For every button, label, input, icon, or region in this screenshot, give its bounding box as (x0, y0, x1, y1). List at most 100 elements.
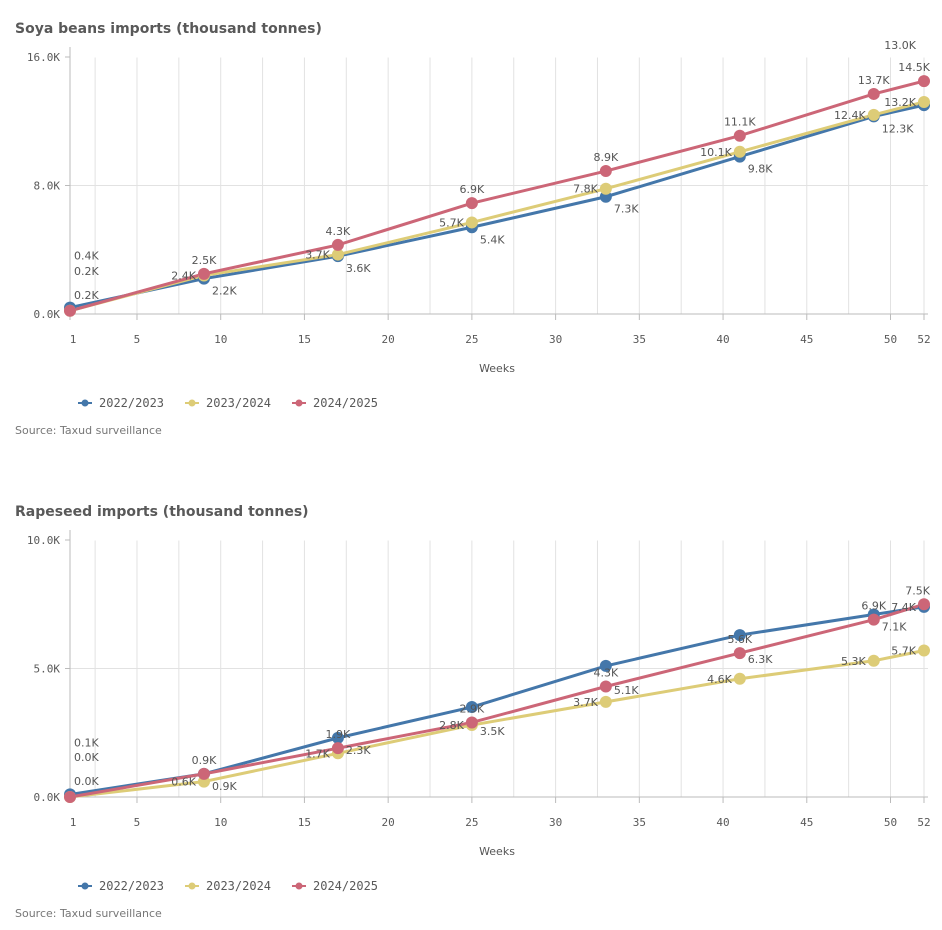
data-point (867, 108, 880, 121)
data-point (331, 248, 344, 261)
y-tick-label: 5.0K (34, 663, 61, 676)
data-label: 12.3K (882, 122, 914, 135)
data-label: 2.9K (460, 702, 485, 715)
data-point (64, 791, 76, 803)
legend-marker (295, 399, 303, 407)
data-label: 14.5K (898, 61, 930, 74)
data-label: 3.7K (305, 249, 330, 262)
y-tick-label: 8.0K (34, 180, 61, 193)
data-label: 6.9K (460, 183, 485, 196)
data-label: 3.5K (480, 725, 505, 738)
data-point (867, 613, 880, 626)
legend-marker (81, 399, 89, 407)
legend-marker (295, 882, 303, 890)
legend-item: 2024/2025 (313, 879, 378, 893)
x-tick-label: 5 (134, 816, 141, 829)
data-label: 7.3K (614, 203, 639, 216)
data-point (197, 267, 210, 280)
data-point (465, 716, 478, 729)
data-point (599, 680, 612, 693)
data-label: 6.9K (861, 600, 886, 613)
data-label: 0.6K (171, 776, 196, 789)
data-label: 2.5K (192, 254, 217, 267)
legend-item: 2024/2025 (313, 396, 378, 410)
data-label: 11.1K (724, 116, 756, 129)
x-tick-label: 45 (800, 816, 813, 829)
data-label: 4.3K (593, 666, 618, 679)
series-line-2022/2023 (69, 605, 925, 796)
x-tick-label: 40 (716, 333, 729, 346)
data-point (465, 701, 478, 714)
data-label: 0.4K (74, 250, 99, 263)
data-label: 0.1K (74, 736, 99, 749)
series-line-2022/2023 (69, 103, 925, 310)
source-soya: Source: Taxud surveillance (15, 424, 162, 437)
x-tick-label: 30 (549, 816, 562, 829)
chart-title-soya: Soya beans imports (thousand tonnes) (15, 21, 322, 37)
x-tick-label: 45 (800, 333, 813, 346)
legend-item: 2023/2024 (206, 879, 271, 893)
series-line-2024/2025 (69, 602, 925, 799)
data-label: 5.6K (727, 633, 752, 646)
data-point (867, 654, 880, 667)
x-tick-label: 1 (70, 816, 77, 829)
data-point (465, 216, 478, 229)
x-tick-label: 20 (382, 816, 395, 829)
data-label: 13.0K (884, 39, 916, 52)
data-label: 0.9K (192, 754, 217, 767)
data-point (197, 767, 210, 780)
series-line-2024/2025 (69, 79, 925, 313)
data-label: 13.2K (884, 96, 916, 109)
x-tick-label: 40 (716, 816, 729, 829)
data-label: 4.3K (326, 225, 351, 238)
data-point (599, 182, 612, 195)
x-tick-label: 10 (214, 333, 227, 346)
x-tick-label: 35 (633, 333, 646, 346)
data-label: 2.4K (171, 269, 196, 282)
data-point (465, 197, 478, 210)
x-tick-label: 35 (633, 816, 646, 829)
data-point (733, 629, 746, 642)
data-point (599, 165, 612, 178)
legend-marker (81, 882, 89, 890)
legend-item: 2023/2024 (206, 396, 271, 410)
data-point (733, 129, 746, 142)
y-tick-label: 10.0K (27, 534, 60, 547)
data-label: 0.0K (74, 775, 99, 788)
x-axis-title: Weeks (479, 845, 515, 858)
data-label: 7.1K (882, 621, 907, 634)
data-label: 5.7K (439, 216, 464, 229)
data-label: 3.7K (573, 696, 598, 709)
data-label: 5.3K (841, 655, 866, 668)
data-label: 0.2K (74, 265, 99, 278)
data-label: 5.1K (614, 684, 639, 697)
x-tick-label: 5 (134, 333, 141, 346)
chart-title-rapeseed: Rapeseed imports (thousand tonnes) (15, 504, 309, 520)
x-tick-label: 20 (382, 333, 395, 346)
x-tick-label: 50 (884, 816, 897, 829)
data-point (918, 95, 930, 108)
y-tick-label: 0.0K (34, 791, 61, 804)
data-point (599, 659, 612, 672)
x-tick-label: 52 (917, 816, 930, 829)
data-point (918, 644, 930, 657)
data-label: 10.1K (700, 146, 732, 159)
x-tick-label: 15 (298, 333, 311, 346)
data-label: 9.8K (748, 163, 773, 176)
data-label: 7.8K (573, 183, 598, 196)
x-tick-label: 30 (549, 333, 562, 346)
data-label: 0.9K (212, 780, 237, 793)
x-tick-label: 50 (884, 333, 897, 346)
data-point (331, 742, 344, 755)
data-label: 5.4K (480, 233, 505, 246)
data-point (64, 304, 76, 317)
data-label: 12.4K (834, 109, 866, 122)
data-label: 8.9K (593, 151, 618, 164)
data-label: 1.9K (326, 728, 351, 741)
data-label: 2.8K (439, 719, 464, 732)
data-point (733, 672, 746, 685)
data-label: 7.4K (891, 601, 916, 614)
